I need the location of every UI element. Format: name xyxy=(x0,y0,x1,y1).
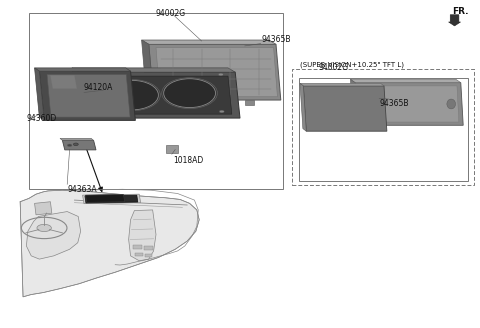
Polygon shape xyxy=(26,212,81,259)
Polygon shape xyxy=(85,195,138,203)
Polygon shape xyxy=(79,72,240,118)
Ellipse shape xyxy=(447,99,456,109)
Polygon shape xyxy=(142,40,276,44)
Text: 94363A: 94363A xyxy=(67,185,97,194)
Polygon shape xyxy=(72,68,84,118)
Polygon shape xyxy=(35,68,44,120)
Text: 94120A: 94120A xyxy=(84,83,113,92)
Ellipse shape xyxy=(73,143,78,146)
Polygon shape xyxy=(20,190,199,297)
Bar xyxy=(299,78,468,181)
Polygon shape xyxy=(85,195,125,202)
Polygon shape xyxy=(245,100,254,105)
Polygon shape xyxy=(350,79,358,125)
Text: 1018AD: 1018AD xyxy=(173,156,203,165)
Polygon shape xyxy=(300,83,384,86)
Bar xyxy=(29,13,283,189)
Polygon shape xyxy=(355,83,463,125)
Bar xyxy=(292,69,474,185)
Ellipse shape xyxy=(219,110,224,113)
Polygon shape xyxy=(350,79,461,83)
Bar xyxy=(144,246,153,250)
Text: 94002G: 94002G xyxy=(156,9,185,18)
Polygon shape xyxy=(72,68,235,72)
Ellipse shape xyxy=(91,74,96,77)
Polygon shape xyxy=(47,74,130,117)
Polygon shape xyxy=(156,48,277,97)
Text: 94360D: 94360D xyxy=(26,113,57,123)
Polygon shape xyxy=(35,68,131,71)
Ellipse shape xyxy=(37,224,51,232)
Polygon shape xyxy=(62,140,96,150)
Bar xyxy=(135,253,143,256)
Ellipse shape xyxy=(164,79,216,108)
Polygon shape xyxy=(50,75,77,89)
Bar xyxy=(145,254,152,257)
Bar xyxy=(133,245,142,249)
Text: FR.: FR. xyxy=(452,7,468,16)
Polygon shape xyxy=(166,145,178,153)
Polygon shape xyxy=(300,83,306,131)
Ellipse shape xyxy=(218,73,223,76)
Text: (SUPER VISION+10.25" TFT L): (SUPER VISION+10.25" TFT L) xyxy=(300,61,404,68)
Ellipse shape xyxy=(90,111,95,113)
Text: 94365B: 94365B xyxy=(262,35,291,44)
Polygon shape xyxy=(142,40,154,100)
Text: 94365B: 94365B xyxy=(379,99,408,108)
Polygon shape xyxy=(89,76,232,114)
Polygon shape xyxy=(60,138,94,140)
Polygon shape xyxy=(35,202,52,215)
Ellipse shape xyxy=(67,144,72,147)
FancyArrow shape xyxy=(448,15,460,26)
Polygon shape xyxy=(161,100,170,105)
Polygon shape xyxy=(149,44,281,100)
Polygon shape xyxy=(129,210,156,261)
Polygon shape xyxy=(362,86,459,122)
Polygon shape xyxy=(83,194,141,204)
Text: 94002G: 94002G xyxy=(319,63,348,72)
Ellipse shape xyxy=(106,80,158,110)
Polygon shape xyxy=(39,71,135,120)
Polygon shape xyxy=(303,86,387,131)
